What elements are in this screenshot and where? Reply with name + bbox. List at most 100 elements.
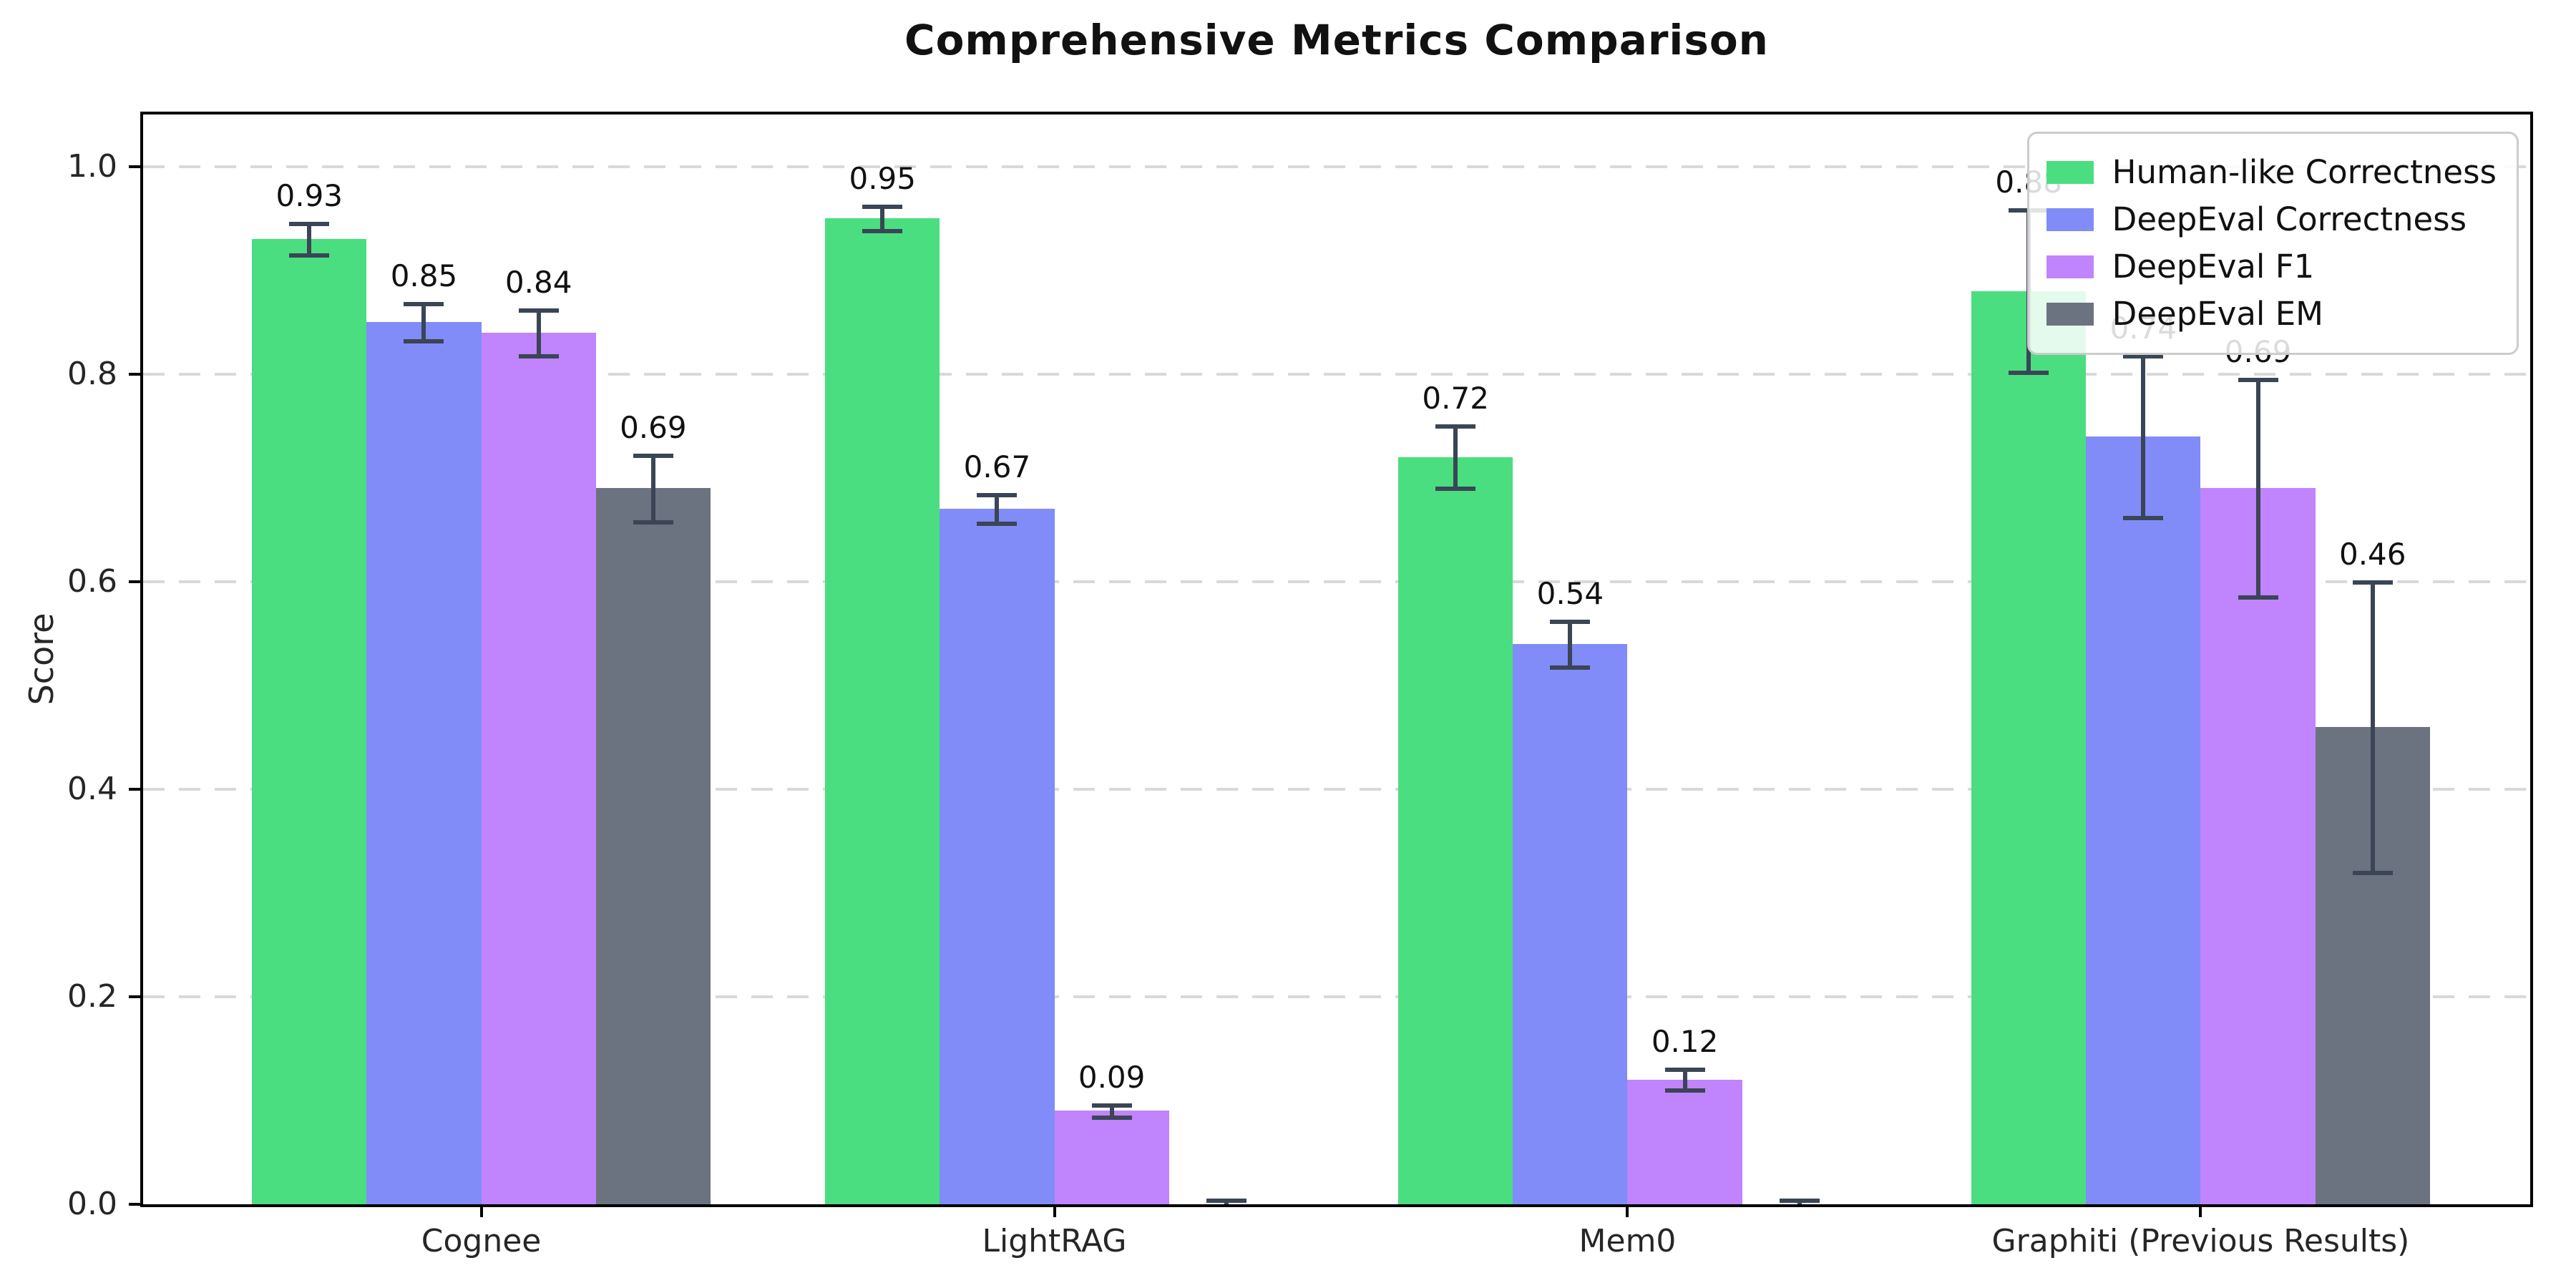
y-tick-label: 0.4 [67, 770, 117, 807]
bar [1971, 291, 2087, 1204]
error-bar-line [421, 303, 426, 341]
error-bar-cap-bottom [2352, 870, 2393, 875]
legend-label: DeepEval F1 [2112, 248, 2315, 286]
error-bar-cap-bottom [1664, 1088, 1705, 1093]
y-tick-mark [129, 1203, 143, 1206]
bar [1513, 643, 1628, 1204]
error-bar-line [2370, 581, 2375, 872]
legend-item: DeepEval Correctness [2046, 200, 2497, 240]
error-bar-cap-bottom [2238, 595, 2278, 600]
chart-title: Comprehensive Metrics Comparison [904, 16, 1769, 64]
y-tick-mark [129, 995, 143, 998]
bar [252, 239, 367, 1204]
legend-swatch [2046, 161, 2094, 184]
y-tick-label: 0.8 [67, 355, 117, 392]
legend-swatch [2046, 208, 2094, 231]
error-bar-cap-bottom [862, 229, 903, 234]
error-bar-cap-top [1664, 1068, 1705, 1073]
y-tick-label: 0.0 [67, 1186, 117, 1222]
error-bar-cap-bottom [2123, 515, 2164, 520]
x-tick-mark [2199, 1204, 2202, 1217]
bar-value-label: 0.93 [275, 178, 343, 214]
x-tick-mark [1053, 1204, 1056, 1217]
legend-swatch [2046, 303, 2094, 326]
error-bar-cap-bottom [977, 522, 1018, 527]
error-bar-cap-top [1435, 424, 1476, 429]
legend-swatch [2046, 255, 2094, 278]
legend-label: DeepEval Correctness [2112, 200, 2467, 238]
error-bar-cap-top [2123, 353, 2164, 358]
error-bar-line [1682, 1069, 1687, 1091]
error-bar-cap-top [1550, 619, 1591, 624]
bar-value-label: 0.72 [1422, 381, 1489, 416]
error-bar-cap-bottom [1091, 1116, 1132, 1121]
error-bar-line [1568, 620, 1573, 667]
y-tick-mark [129, 787, 143, 791]
bar [1054, 1111, 1169, 1204]
bar-value-label: 0.46 [2338, 536, 2406, 572]
error-bar-line [650, 454, 655, 522]
gridline [143, 995, 2530, 998]
bar-value-label: 0.09 [1078, 1059, 1146, 1095]
bar [595, 488, 711, 1204]
error-bar-cap-bottom [518, 353, 559, 358]
error-bar-line [536, 309, 541, 356]
bar-value-label: 0.95 [849, 160, 916, 196]
plot-area [143, 114, 2530, 1204]
error-bar-cap-top [1206, 1199, 1246, 1204]
bar-value-label: 0.67 [963, 449, 1031, 484]
error-bar-line [880, 205, 885, 231]
y-tick-label: 0.2 [67, 977, 117, 1015]
error-bar-cap-top [289, 222, 330, 227]
bar [825, 218, 940, 1204]
legend-item: Human-like Correctness [2046, 152, 2497, 192]
error-bar-cap-top [1779, 1199, 1820, 1204]
gridline [143, 372, 2530, 376]
error-bar-line [2141, 355, 2146, 517]
error-bar-cap-top [404, 301, 444, 306]
legend-label: DeepEval EM [2112, 295, 2323, 333]
error-bar-cap-top [518, 308, 559, 313]
legend: Human-like Correctness DeepEval Correctne… [2026, 132, 2519, 355]
error-bar-cap-top [2238, 377, 2278, 382]
x-tick-label: Graphiti (Previous Results) [1991, 1223, 2410, 1259]
error-bar-cap-top [633, 453, 673, 458]
bar-value-label: 0.54 [1536, 575, 1604, 611]
gridline [143, 165, 2530, 168]
error-bar-cap-bottom [2009, 370, 2049, 375]
bar-value-label: 0.85 [390, 258, 458, 293]
y-axis-label: Score [22, 613, 61, 706]
bar [481, 332, 596, 1204]
error-bar-line [1109, 1104, 1114, 1118]
error-bar-cap-bottom [1435, 487, 1476, 492]
bar-value-label: 0.69 [620, 409, 687, 445]
bar [940, 509, 1055, 1204]
bar [2086, 436, 2201, 1204]
x-tick-mark [1626, 1204, 1629, 1217]
bar [366, 322, 482, 1204]
bar [2200, 488, 2316, 1204]
error-bar-cap-top [1091, 1103, 1132, 1108]
x-tick-label: LightRAG [982, 1223, 1127, 1259]
error-bar-cap-bottom [404, 339, 444, 344]
error-bar-line [307, 223, 312, 255]
legend-label: Human-like Correctness [2112, 153, 2497, 191]
x-tick-mark [479, 1204, 483, 1217]
error-bar-cap-top [977, 492, 1018, 497]
legend-item: DeepEval EM [2046, 294, 2497, 334]
error-bar-line [2255, 379, 2260, 597]
legend-item: DeepEval F1 [2046, 247, 2497, 287]
error-bar-cap-bottom [1550, 665, 1591, 670]
gridline [143, 580, 2530, 583]
error-bar-line [1453, 426, 1458, 489]
y-tick-mark [129, 372, 143, 376]
bar [1627, 1079, 1742, 1204]
bar-value-label: 0.12 [1651, 1024, 1719, 1060]
y-tick-mark [129, 165, 143, 168]
bar [1398, 457, 1513, 1204]
error-bar-cap-top [862, 204, 903, 209]
y-tick-mark [129, 580, 143, 583]
x-tick-label: Cognee [421, 1223, 542, 1259]
error-bar-cap-bottom [289, 253, 330, 258]
y-tick-label: 0.6 [67, 562, 117, 600]
